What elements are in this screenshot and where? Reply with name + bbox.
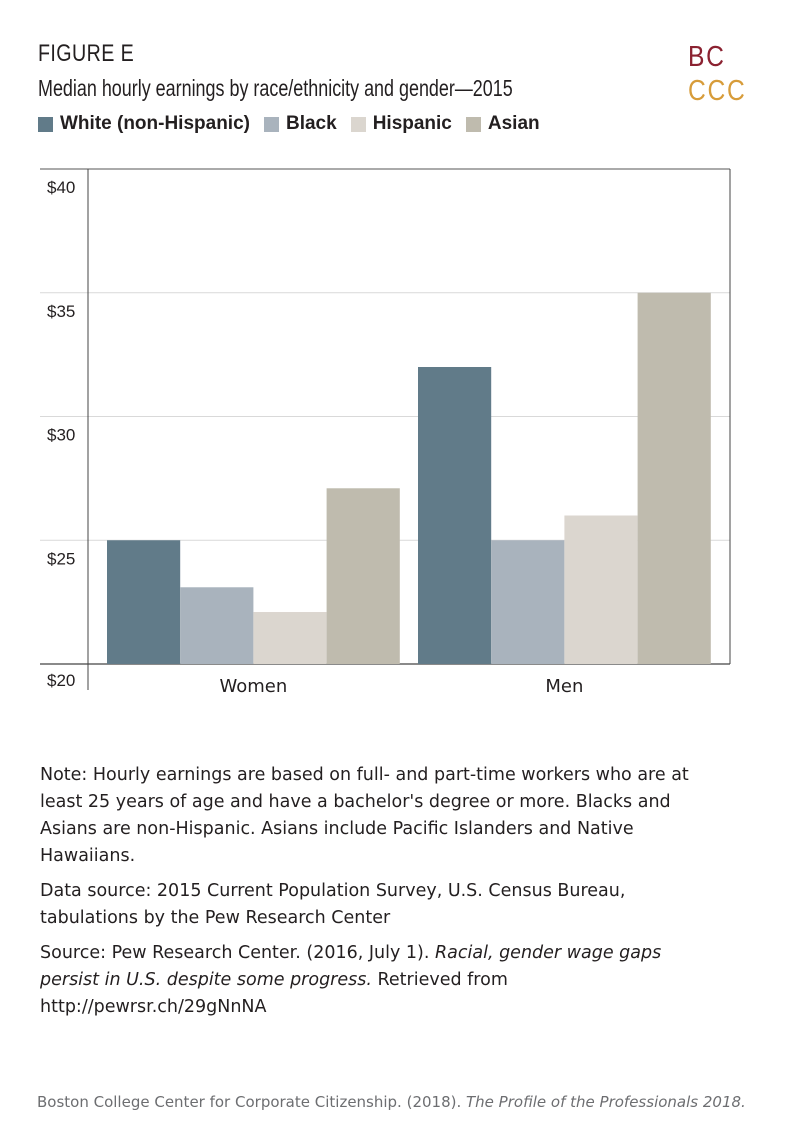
source-suffix: Retrieved from http://pewrsr.ch/29gNnNA: [40, 970, 508, 1017]
legend-swatch-black: [263, 116, 279, 132]
notes: Note: Hourly earnings are based on full-…: [40, 762, 720, 1029]
figure-label: FIGURE E: [38, 40, 135, 67]
bar-men-2: [564, 515, 638, 664]
bar-chart: $20 $25 $30 $35 $40 Women Men: [40, 168, 731, 697]
note-text: Note: Hourly earnings are based on full-…: [40, 765, 689, 866]
x-tick-label-women: Women: [220, 676, 288, 697]
footer-title: The Profile of the Professionals 2018.: [466, 1093, 746, 1111]
legend-label-black: Black: [285, 113, 337, 134]
logo-line-2: CCC: [688, 75, 747, 107]
legend-label-white: White (non-Hispanic): [60, 113, 250, 134]
y-tick-label: $30: [47, 426, 75, 445]
legend: White (non-Hispanic) Black Hispanic Asia…: [38, 112, 554, 136]
legend-item-hispanic: Hispanic: [350, 113, 452, 135]
bar-men-3: [637, 292, 711, 664]
bar-women-0: [107, 540, 181, 664]
source-prefix: Source: Pew Research Center. (2016, July…: [40, 943, 435, 963]
legend-item-white: White (non-Hispanic): [38, 113, 250, 135]
chart-title: Median hourly earnings by race/ethnicity…: [38, 75, 513, 101]
source-text: Source: Pew Research Center. (2016, July…: [40, 940, 720, 1021]
bcccc-logo: BC CCC: [688, 40, 748, 108]
y-tick-label: $35: [47, 302, 75, 321]
bar-women-2: [253, 612, 327, 664]
legend-swatch-hispanic: [350, 116, 366, 132]
footer-citation: Boston College Center for Corporate Citi…: [37, 1093, 746, 1111]
bar-women-1: [180, 587, 254, 664]
source-title: Racial, gender wage gaps persist in U.S.…: [40, 943, 662, 990]
footer-prefix: Boston College Center for Corporate Citi…: [37, 1093, 467, 1111]
legend-label-asian: Asian: [487, 113, 540, 134]
bar-women-3: [326, 488, 400, 664]
legend-swatch-asian: [465, 116, 481, 132]
legend-label-hispanic: Hispanic: [372, 113, 452, 134]
bar-men-0: [418, 367, 492, 664]
legend-item-asian: Asian: [465, 113, 540, 135]
legend-swatch-white: [38, 116, 53, 132]
bar-men-1: [491, 540, 565, 664]
y-tick-label: $20: [47, 671, 75, 690]
legend-item-black: Black: [263, 113, 337, 135]
logo-line-1: BC: [688, 41, 726, 73]
x-tick-label-men: Men: [545, 676, 583, 697]
data-source-text: Data source: 2015 Current Population Sur…: [40, 881, 626, 928]
y-tick-label: $25: [47, 549, 75, 568]
y-tick-label: $40: [47, 178, 75, 197]
